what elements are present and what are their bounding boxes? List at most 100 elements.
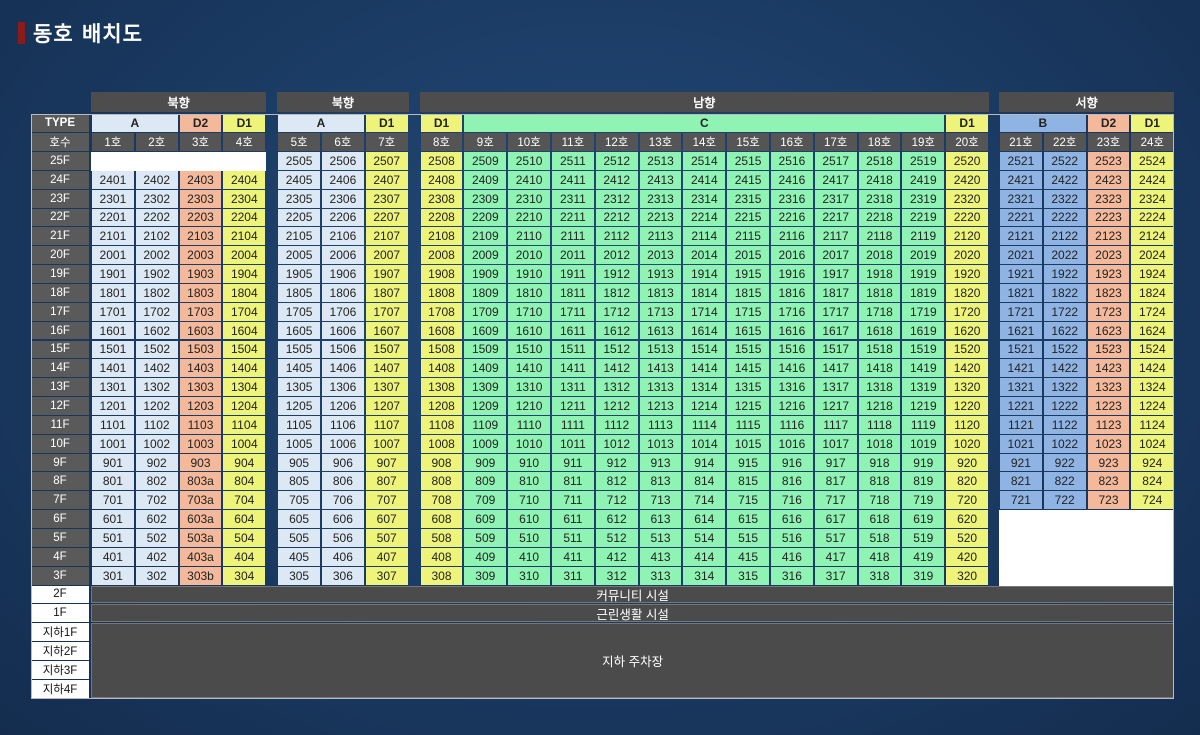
unit-cell: 2221 xyxy=(1000,208,1042,227)
unit-cell: 2124 xyxy=(1131,227,1174,246)
floor-label: 1F xyxy=(31,604,89,623)
unit-cell: 1303 xyxy=(179,378,222,397)
empty-cell xyxy=(1042,547,1087,567)
unit-cell: 1515 xyxy=(727,340,769,359)
unit-cell: 2219 xyxy=(902,208,945,227)
unit-cell: 1315 xyxy=(727,378,769,397)
unit-cell: 2322 xyxy=(1043,189,1086,208)
floor-label: 3F xyxy=(31,566,89,585)
unit-cell: 1921 xyxy=(1000,265,1042,283)
unit-cell: 1203 xyxy=(179,397,222,415)
unit-cell: 1102 xyxy=(135,415,178,434)
unit-cell: 1604 xyxy=(223,321,266,340)
unit-cell: 1221 xyxy=(1000,397,1042,415)
unit-cell: 502 xyxy=(135,529,178,547)
unit-cell: 1324 xyxy=(1131,378,1174,397)
ho-header: 10호 xyxy=(508,133,550,151)
unit-cell: 1411 xyxy=(552,359,594,378)
unit-cell: 2009 xyxy=(464,246,507,265)
unit-cell: 813 xyxy=(639,472,682,491)
unit-cell: 2310 xyxy=(508,189,550,208)
unit-cell: 614 xyxy=(683,510,726,528)
unit-cell: 318 xyxy=(858,566,901,585)
unit-cell: 1306 xyxy=(322,378,364,397)
unit-cell: 809 xyxy=(464,472,507,491)
unit-cell: 2509 xyxy=(464,152,507,170)
unit-cell: 2011 xyxy=(552,246,594,265)
unit-cell: 2303 xyxy=(179,189,222,208)
direction-header: 남향 xyxy=(419,92,989,112)
unit-cell: 911 xyxy=(552,453,594,472)
unit-cell: 1005 xyxy=(278,434,320,453)
unit-cell: 1601 xyxy=(92,321,134,340)
unit-cell: 2116 xyxy=(771,227,813,246)
page-title: 동호 배치도 xyxy=(33,22,143,46)
unit-cell: 1910 xyxy=(508,265,550,283)
unit-cell: 2414 xyxy=(683,170,726,189)
unit-cell: 1905 xyxy=(278,265,320,283)
unit-cell: 2206 xyxy=(322,208,364,227)
unit-cell: 2110 xyxy=(508,227,550,246)
ho-header: 21호 xyxy=(1000,133,1042,151)
unit-cell: 806 xyxy=(322,472,364,491)
unit-cell: 814 xyxy=(683,472,726,491)
unit-cell: 1707 xyxy=(365,302,408,321)
unit-cell: 620 xyxy=(946,510,988,528)
ho-header: 2호 xyxy=(135,133,178,151)
unit-cell: 1512 xyxy=(595,340,638,359)
unit-cell: 1612 xyxy=(595,321,638,340)
unit-cell: 2301 xyxy=(92,189,134,208)
unit-cell: 1007 xyxy=(365,434,408,453)
unit-cell: 2307 xyxy=(365,189,408,208)
unit-cell: 1014 xyxy=(683,434,726,453)
unit-cell: 901 xyxy=(92,453,134,472)
unit-cell: 2216 xyxy=(771,208,813,227)
unit-cell: 2410 xyxy=(508,170,550,189)
unit-cell: 2314 xyxy=(683,189,726,208)
ho-header: 19호 xyxy=(902,133,945,151)
unit-cell: 1714 xyxy=(683,302,726,321)
unit-cell: 2404 xyxy=(223,170,266,189)
unit-cell: 619 xyxy=(902,510,945,528)
unit-cell: 2406 xyxy=(322,170,364,189)
floor-label: 12F xyxy=(31,397,89,415)
unit-cell: 903 xyxy=(179,453,222,472)
type-label: TYPE xyxy=(31,114,89,132)
unit-cell: 720 xyxy=(946,491,988,510)
unit-cell: 1208 xyxy=(420,397,463,415)
ho-label: 호수 xyxy=(31,133,89,151)
empty-cell xyxy=(1042,510,1087,529)
unit-cell: 1513 xyxy=(639,340,682,359)
floor-label: 15F xyxy=(31,340,89,359)
type-header-D1: D1 xyxy=(946,114,988,132)
unit-cell: 1520 xyxy=(946,340,988,359)
empty-cell xyxy=(1130,510,1175,529)
unit-cell: 1401 xyxy=(92,359,134,378)
unit-cell: 710 xyxy=(508,491,550,510)
unit-cell: 908 xyxy=(420,453,463,472)
unit-cell: 2106 xyxy=(322,227,364,246)
unit-cell: 601 xyxy=(92,510,134,528)
unit-cell: 1305 xyxy=(278,378,320,397)
unit-cell: 1118 xyxy=(858,415,901,434)
unit-cell: 713 xyxy=(639,491,682,510)
floor-label: 16F xyxy=(31,321,89,340)
unit-cell: 815 xyxy=(727,472,769,491)
unit-cell: 311 xyxy=(552,566,594,585)
unit-cell: 803a xyxy=(179,472,222,491)
unit-cell: 1304 xyxy=(223,378,266,397)
unit-cell: 1503 xyxy=(179,340,222,359)
unit-cell: 2518 xyxy=(858,152,901,170)
unit-cell: 2217 xyxy=(814,208,857,227)
unit-cell: 2207 xyxy=(365,208,408,227)
empty-cell xyxy=(1086,547,1131,567)
unit-cell: 1310 xyxy=(508,378,550,397)
unit-cell: 1008 xyxy=(420,434,463,453)
unit-cell: 2018 xyxy=(858,246,901,265)
unit-cell: 506 xyxy=(322,529,364,547)
type-header-A: A xyxy=(278,114,364,132)
unit-cell: 2413 xyxy=(639,170,682,189)
unit-cell: 2403 xyxy=(179,170,222,189)
unit-cell: 1002 xyxy=(135,434,178,453)
unit-cell: 1114 xyxy=(683,415,726,434)
